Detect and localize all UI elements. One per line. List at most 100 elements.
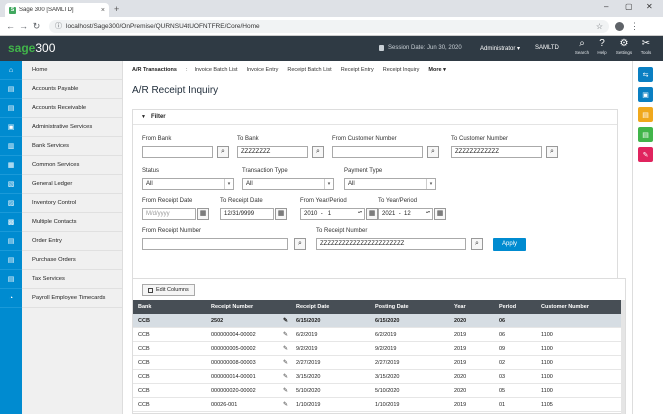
report-icon[interactable]: ▤ [638, 127, 653, 142]
accounts-receivable-icon[interactable]: ▤ [0, 99, 22, 118]
site-info-icon[interactable]: ⓘ [55, 23, 62, 30]
filter-toggle[interactable]: ▼ Filter [133, 110, 617, 125]
sidebar-item-accounts-receivable[interactable]: Accounts Receivable [22, 99, 122, 118]
to-period-calendar[interactable]: ▦ [434, 208, 446, 220]
sidebar-item-accounts-payable[interactable]: Accounts Payable [22, 80, 122, 99]
search-button[interactable]: ⌕ Search [572, 38, 592, 55]
help-button[interactable]: ? Help [592, 38, 612, 55]
tools-button[interactable]: ✂ Tools [636, 38, 656, 55]
vertical-scrollbar[interactable] [621, 300, 625, 414]
edit-icon[interactable]: ✎ [638, 147, 653, 162]
col-receipt-number[interactable]: Receipt Number [211, 304, 254, 310]
col-posting-date[interactable]: Posting Date [375, 304, 409, 310]
inventory-control-icon[interactable]: ▨ [0, 194, 22, 213]
maximize-icon[interactable]: ▢ [625, 2, 633, 11]
new-tab-button[interactable]: + [114, 4, 120, 14]
status-select[interactable]: All ▾ [142, 178, 234, 190]
to-receipt-number-input[interactable]: ZZZZZZZZZZZZZZZZZZZZZZZ [316, 238, 466, 250]
reload-icon[interactable]: ↻ [32, 20, 41, 31]
sidebar-item-administrative-services[interactable]: Administrative Services [22, 118, 122, 137]
tax-services-icon[interactable]: ▤ [0, 270, 22, 289]
sidebar-item-tax-services[interactable]: Tax Services [22, 270, 122, 289]
apply-button[interactable]: Apply [493, 238, 526, 251]
col-customer-number[interactable]: Customer Number [541, 304, 589, 310]
from-bank-finder[interactable]: ⌕ [217, 146, 229, 158]
from-receipt-finder[interactable]: ⌕ [294, 238, 306, 250]
transfer-icon[interactable]: ⇆ [638, 67, 653, 82]
spinner-icon[interactable]: ▴▾ [425, 209, 430, 214]
from-receipt-number-input[interactable] [142, 238, 288, 250]
edit-columns-button[interactable]: Edit Columns [142, 284, 195, 296]
browser-tab[interactable]: S Sage 300 [SAMLTD] × [5, 3, 109, 17]
sidebar-item-payroll-timecards[interactable]: Payroll Employee Timecards [22, 289, 122, 308]
edit-pencil-icon[interactable]: ✎ [283, 388, 289, 394]
session-date[interactable]: Session Date: Jun 30, 2020 [379, 45, 462, 51]
subnav-receipt-batch-list[interactable]: Receipt Batch List [287, 67, 332, 73]
multiple-contacts-icon[interactable]: ▩ [0, 213, 22, 232]
user-menu[interactable]: Administrator ▾ [480, 45, 520, 52]
sage-logo[interactable]: sage300 [8, 41, 55, 55]
from-year-period-input[interactable]: 2010 - 1 ▴▾ [300, 208, 365, 220]
subnav-receipt-inquiry[interactable]: Receipt Inquiry [382, 67, 420, 73]
sidebar-item-inventory-control[interactable]: Inventory Control [22, 194, 122, 213]
common-services-icon[interactable]: ▦ [0, 156, 22, 175]
table-row[interactable]: CCB 000000004-00002 6/2/2019 6/2/2019 2019 06… [133, 328, 623, 342]
timecards-icon[interactable]: ◔ [0, 289, 22, 308]
sidebar-item-common-services[interactable]: Common Services [22, 156, 122, 175]
transaction-type-select[interactable]: All ▾ [242, 178, 334, 190]
subnav-invoice-entry[interactable]: Invoice Entry [246, 67, 279, 73]
table-row[interactable]: CCB 000000014-00001 3/15/2020 3/15/2020 2020… [133, 370, 623, 384]
table-row[interactable]: CCB 000000020-00002 5/10/2020 5/10/2020 2020… [133, 384, 623, 398]
to-bank-input[interactable]: ZZZZZZZZ [237, 146, 308, 158]
table-row[interactable]: CCB 00026-001 1/10/2019 1/10/2019 2019 01 1105… [133, 398, 623, 412]
table-row[interactable]: CCB 2502 6/15/2020 6/15/2020 2020 06 ✎ [133, 314, 623, 328]
notes-icon[interactable]: ▤ [638, 107, 653, 122]
col-period[interactable]: Period [499, 304, 517, 310]
from-date-calendar[interactable]: ▦ [197, 208, 209, 220]
spinner-icon[interactable]: ▴▾ [357, 209, 362, 214]
window-close-icon[interactable]: ✕ [646, 2, 653, 11]
to-date-calendar[interactable]: ▦ [275, 208, 287, 220]
home-icon[interactable]: ⌂ [0, 61, 22, 80]
subnav-more[interactable]: More ▾ [428, 67, 446, 73]
edit-pencil-icon[interactable]: ✎ [283, 360, 289, 366]
from-customer-input[interactable] [332, 146, 423, 158]
edit-pencil-icon[interactable]: ✎ [283, 402, 289, 408]
account-avatar-icon[interactable] [615, 21, 624, 31]
browser-menu-icon[interactable]: ⋮ [630, 20, 639, 31]
minimize-icon[interactable]: – [604, 2, 609, 11]
order-entry-icon[interactable]: ▤ [0, 232, 22, 251]
to-customer-finder[interactable]: ⌕ [546, 146, 558, 158]
from-period-calendar[interactable]: ▦ [366, 208, 378, 220]
to-receipt-date-input[interactable]: 12/31/9999 [220, 208, 274, 220]
from-receipt-date-input[interactable]: M/d/yyyy [142, 208, 196, 220]
sidebar-item-home[interactable]: Home [22, 61, 122, 80]
table-row[interactable]: CCB 000000008-00003 2/27/2019 2/27/2019 2019… [133, 356, 623, 370]
subnav-ar-transactions[interactable]: A/R Transactions [132, 67, 177, 73]
sidebar-item-order-entry[interactable]: Order Entry [22, 232, 122, 251]
sidebar-item-multiple-contacts[interactable]: Multiple Contacts [22, 213, 122, 232]
url-field[interactable]: ⓘ localhost/Sage300/OnPremise/QURNSU4tUO… [49, 19, 609, 33]
edit-pencil-icon[interactable]: ✎ [283, 346, 289, 352]
col-receipt-date[interactable]: Receipt Date [296, 304, 330, 310]
administrative-services-icon[interactable]: ▣ [0, 118, 22, 137]
back-icon[interactable]: ← [6, 21, 15, 31]
bank-services-icon[interactable]: ▥ [0, 137, 22, 156]
to-bank-finder[interactable]: ⌕ [312, 146, 324, 158]
accounts-payable-icon[interactable]: ▤ [0, 80, 22, 99]
sidebar-item-general-ledger[interactable]: General Ledger [22, 175, 122, 194]
to-customer-input[interactable]: ZZZZZZZZZZZZ [451, 146, 542, 158]
forward-icon[interactable]: → [19, 21, 28, 31]
to-receipt-finder[interactable]: ⌕ [471, 238, 483, 250]
edit-pencil-icon[interactable]: ✎ [283, 374, 289, 380]
sidebar-item-purchase-orders[interactable]: Purchase Orders [22, 251, 122, 270]
from-bank-input[interactable] [142, 146, 213, 158]
purchase-orders-icon[interactable]: ▤ [0, 251, 22, 270]
table-row[interactable]: CCB 000000005-00002 9/2/2019 9/2/2019 2019 09… [133, 342, 623, 356]
from-customer-finder[interactable]: ⌕ [427, 146, 439, 158]
payment-type-select[interactable]: All ▾ [344, 178, 436, 190]
sidebar-item-bank-services[interactable]: Bank Services [22, 137, 122, 156]
subnav-receipt-entry[interactable]: Receipt Entry [340, 67, 374, 73]
window-icon[interactable]: ▣ [638, 87, 653, 102]
close-tab-icon[interactable]: × [100, 6, 105, 14]
